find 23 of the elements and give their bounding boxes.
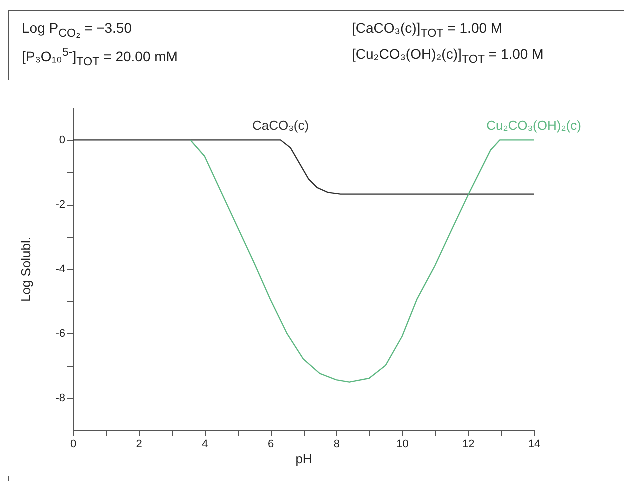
y-tick-label: -6 bbox=[56, 328, 66, 340]
y-tick-label: -2 bbox=[56, 199, 66, 212]
x-tick-label: 0 bbox=[70, 438, 77, 450]
x-tick-label: 2 bbox=[136, 438, 142, 450]
x-tick-label: 8 bbox=[334, 438, 340, 450]
x-tick-label: 6 bbox=[268, 438, 274, 450]
text: [Cu₂CO₃(OH)₂(c)]$_{TOT}$ = 1.00 M bbox=[352, 46, 545, 68]
x-tick-label: 14 bbox=[528, 438, 541, 450]
y-axis-title: Log Solubl. bbox=[18, 236, 34, 302]
y-tick-label: -4 bbox=[56, 264, 66, 276]
x-tick-label: 4 bbox=[202, 438, 208, 450]
y-tick-label: -8 bbox=[56, 392, 66, 404]
line-series bbox=[190, 140, 535, 383]
x-axis-title: pH bbox=[296, 452, 312, 466]
x-tick-label: 10 bbox=[396, 438, 409, 450]
text: [P₃O₁₀$^{5-}$]$_{TOT}$ = 20.00 mM bbox=[22, 46, 179, 68]
text: [CaCO₃(c)]$_{TOT}$ = 1.00 M bbox=[352, 20, 504, 40]
series-label: Cu₂CO₃(OH)₂(c) bbox=[486, 118, 582, 134]
series-label: CaCO₃(c) bbox=[252, 118, 310, 134]
y-tick-label: 0 bbox=[59, 134, 66, 147]
line-series bbox=[72, 140, 535, 195]
text: Log P$_{CO₂}$ = −3.50 bbox=[22, 20, 133, 40]
x-tick-label: 12 bbox=[462, 438, 475, 450]
